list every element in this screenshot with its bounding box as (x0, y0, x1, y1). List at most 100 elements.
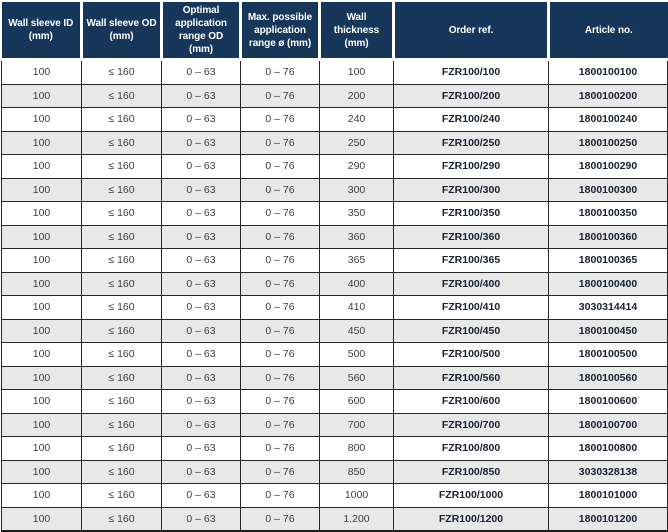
column-header-article-no: Article no. (547, 2, 668, 61)
table-row: 100 ≤ 160 0 – 63 0 – 76 500 FZR100/500 1… (1, 342, 668, 367)
cell-wall-sleeve-id: 100 (1, 271, 82, 296)
cell-wall-sleeve-od: ≤ 160 (81, 271, 162, 296)
cell-wall-sleeve-id: 100 (1, 107, 82, 132)
cell-wall-sleeve-id: 100 (1, 365, 82, 390)
cell-order-ref: FZR100/400 (393, 271, 549, 296)
cell-wall-sleeve-od: ≤ 160 (81, 224, 162, 249)
cell-max-range: 0 – 76 (240, 248, 320, 273)
table-row: 100 ≤ 160 0 – 63 0 – 76 1.200 FZR100/120… (1, 506, 668, 532)
cell-wall-sleeve-id: 100 (1, 201, 82, 226)
table-row: 100 ≤ 160 0 – 63 0 – 76 800 FZR100/800 1… (1, 436, 668, 461)
cell-optimal-range-od: 0 – 63 (161, 59, 241, 85)
cell-max-range: 0 – 76 (240, 271, 320, 296)
cell-order-ref: FZR100/300 (393, 177, 549, 202)
cell-wall-thickness: 100 (319, 59, 394, 85)
cell-wall-sleeve-od: ≤ 160 (81, 83, 162, 108)
cell-optimal-range-od: 0 – 63 (161, 83, 241, 108)
table-row: 100 ≤ 160 0 – 63 0 – 76 410 FZR100/410 3… (1, 295, 668, 320)
cell-order-ref: FZR100/450 (393, 318, 549, 343)
cell-max-range: 0 – 76 (240, 459, 320, 484)
cell-article-no: 1800100560 (548, 365, 668, 390)
cell-order-ref: FZR100/1000 (393, 483, 549, 508)
cell-wall-sleeve-id: 100 (1, 342, 82, 367)
cell-wall-sleeve-id: 100 (1, 248, 82, 273)
table-row: 100 ≤ 160 0 – 63 0 – 76 1000 FZR100/1000… (1, 483, 668, 508)
table-row: 100 ≤ 160 0 – 63 0 – 76 100 FZR100/100 1… (1, 59, 668, 85)
cell-order-ref: FZR100/800 (393, 436, 549, 461)
cell-article-no: 1800100290 (548, 154, 668, 179)
table-row: 100 ≤ 160 0 – 63 0 – 76 600 FZR100/600 1… (1, 389, 668, 414)
table-row: 100 ≤ 160 0 – 63 0 – 76 240 FZR100/240 1… (1, 107, 668, 132)
cell-article-no: 1800101200 (548, 506, 668, 532)
cell-wall-thickness: 1000 (319, 483, 394, 508)
cell-order-ref: FZR100/410 (393, 295, 549, 320)
cell-wall-sleeve-od: ≤ 160 (81, 107, 162, 132)
cell-order-ref: FZR100/365 (393, 248, 549, 273)
cell-wall-sleeve-id: 100 (1, 389, 82, 414)
column-header-wall-sleeve-od: Wall sleeve OD (mm) (80, 2, 163, 61)
cell-article-no: 1800100250 (548, 130, 668, 155)
cell-order-ref: FZR100/290 (393, 154, 549, 179)
cell-optimal-range-od: 0 – 63 (161, 295, 241, 320)
cell-wall-thickness: 800 (319, 436, 394, 461)
cell-wall-thickness: 250 (319, 130, 394, 155)
cell-order-ref: FZR100/100 (393, 59, 549, 85)
cell-wall-sleeve-id: 100 (1, 295, 82, 320)
cell-wall-thickness: 600 (319, 389, 394, 414)
cell-max-range: 0 – 76 (240, 130, 320, 155)
table-row: 100 ≤ 160 0 – 63 0 – 76 200 FZR100/200 1… (1, 83, 668, 108)
cell-wall-thickness: 200 (319, 83, 394, 108)
column-header-optimal-range-od: Optimal application range OD (mm) (160, 2, 242, 61)
cell-order-ref: FZR100/850 (393, 459, 549, 484)
table-row: 100 ≤ 160 0 – 63 0 – 76 850 FZR100/850 3… (1, 459, 668, 484)
cell-wall-sleeve-id: 100 (1, 483, 82, 508)
cell-wall-thickness: 500 (319, 342, 394, 367)
cell-max-range: 0 – 76 (240, 436, 320, 461)
cell-wall-sleeve-od: ≤ 160 (81, 295, 162, 320)
cell-optimal-range-od: 0 – 63 (161, 459, 241, 484)
cell-wall-sleeve-od: ≤ 160 (81, 389, 162, 414)
cell-max-range: 0 – 76 (240, 177, 320, 202)
cell-wall-thickness: 1.200 (319, 506, 394, 532)
cell-max-range: 0 – 76 (240, 318, 320, 343)
cell-wall-sleeve-id: 100 (1, 130, 82, 155)
cell-optimal-range-od: 0 – 63 (161, 342, 241, 367)
cell-order-ref: FZR100/240 (393, 107, 549, 132)
table-row: 100 ≤ 160 0 – 63 0 – 76 560 FZR100/560 1… (1, 365, 668, 390)
cell-article-no: 1800100100 (548, 59, 668, 85)
cell-wall-sleeve-od: ≤ 160 (81, 342, 162, 367)
table-row: 100 ≤ 160 0 – 63 0 – 76 290 FZR100/290 1… (1, 154, 668, 179)
cell-optimal-range-od: 0 – 63 (161, 483, 241, 508)
cell-article-no: 3030314414 (548, 295, 668, 320)
cell-article-no: 1800101000 (548, 483, 668, 508)
cell-wall-thickness: 400 (319, 271, 394, 296)
cell-wall-sleeve-od: ≤ 160 (81, 248, 162, 273)
cell-wall-sleeve-od: ≤ 160 (81, 412, 162, 437)
cell-wall-thickness: 290 (319, 154, 394, 179)
cell-wall-sleeve-id: 100 (1, 59, 82, 85)
cell-max-range: 0 – 76 (240, 59, 320, 85)
cell-optimal-range-od: 0 – 63 (161, 389, 241, 414)
cell-order-ref: FZR100/700 (393, 412, 549, 437)
cell-wall-sleeve-od: ≤ 160 (81, 201, 162, 226)
cell-wall-thickness: 350 (319, 201, 394, 226)
cell-wall-sleeve-id: 100 (1, 83, 82, 108)
cell-optimal-range-od: 0 – 63 (161, 365, 241, 390)
cell-wall-thickness: 560 (319, 365, 394, 390)
cell-max-range: 0 – 76 (240, 483, 320, 508)
cell-wall-sleeve-id: 100 (1, 436, 82, 461)
cell-optimal-range-od: 0 – 63 (161, 271, 241, 296)
cell-wall-sleeve-od: ≤ 160 (81, 483, 162, 508)
table-row: 100 ≤ 160 0 – 63 0 – 76 350 FZR100/350 1… (1, 201, 668, 226)
table-body: 100 ≤ 160 0 – 63 0 – 76 100 FZR100/100 1… (1, 59, 668, 532)
cell-wall-sleeve-od: ≤ 160 (81, 318, 162, 343)
table-row: 100 ≤ 160 0 – 63 0 – 76 300 FZR100/300 1… (1, 177, 668, 202)
cell-wall-thickness: 240 (319, 107, 394, 132)
cell-order-ref: FZR100/250 (393, 130, 549, 155)
cell-wall-sleeve-od: ≤ 160 (81, 130, 162, 155)
cell-wall-thickness: 300 (319, 177, 394, 202)
cell-max-range: 0 – 76 (240, 201, 320, 226)
table-row: 100 ≤ 160 0 – 63 0 – 76 700 FZR100/700 1… (1, 412, 668, 437)
cell-optimal-range-od: 0 – 63 (161, 412, 241, 437)
